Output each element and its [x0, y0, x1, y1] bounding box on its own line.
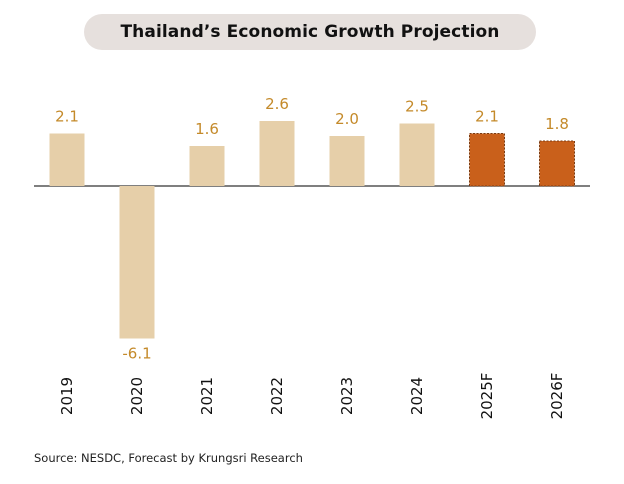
bar-2024: [399, 123, 435, 186]
bar-2022: [259, 121, 295, 186]
x-tick-label-2020: 2020: [128, 377, 146, 415]
value-label-2024: 2.5: [405, 98, 429, 116]
x-tick-label-2023: 2023: [338, 377, 356, 415]
bar-chart: 2.1 2019 -6.1 2020 1.6 2021 2.6 2022 2.0 2023 2.5 2…: [34, 95, 590, 420]
value-label-2022: 2.6: [265, 95, 289, 113]
bar-2019: [49, 133, 85, 186]
bar-2023: [329, 136, 365, 186]
bar-2020: [119, 186, 155, 339]
x-tick-label-2021: 2021: [198, 377, 216, 415]
value-label-2019: 2.1: [55, 108, 79, 126]
x-tick-label-2022: 2022: [268, 377, 286, 415]
x-tick-label-2019: 2019: [58, 377, 76, 415]
value-label-2023: 2.0: [335, 110, 359, 128]
bar-2026F: [539, 140, 575, 187]
value-label-2026F: 1.8: [545, 115, 569, 133]
bar-2021: [189, 146, 225, 186]
x-tick-label-2026F: 2026F: [548, 373, 566, 420]
value-label-2020: -6.1: [122, 345, 151, 363]
bar-2025F: [469, 133, 505, 187]
chart-title-pill: Thailand’s Economic Growth Projection: [84, 14, 536, 50]
value-label-2025F: 2.1: [475, 108, 499, 126]
x-tick-label-2024: 2024: [408, 377, 426, 415]
value-label-2021: 1.6: [195, 120, 219, 138]
x-tick-label-2025F: 2025F: [478, 373, 496, 420]
chart-title: Thailand’s Economic Growth Projection: [120, 22, 500, 42]
source-note: Source: NESDC, Forecast by Krungsri Rese…: [34, 451, 303, 465]
